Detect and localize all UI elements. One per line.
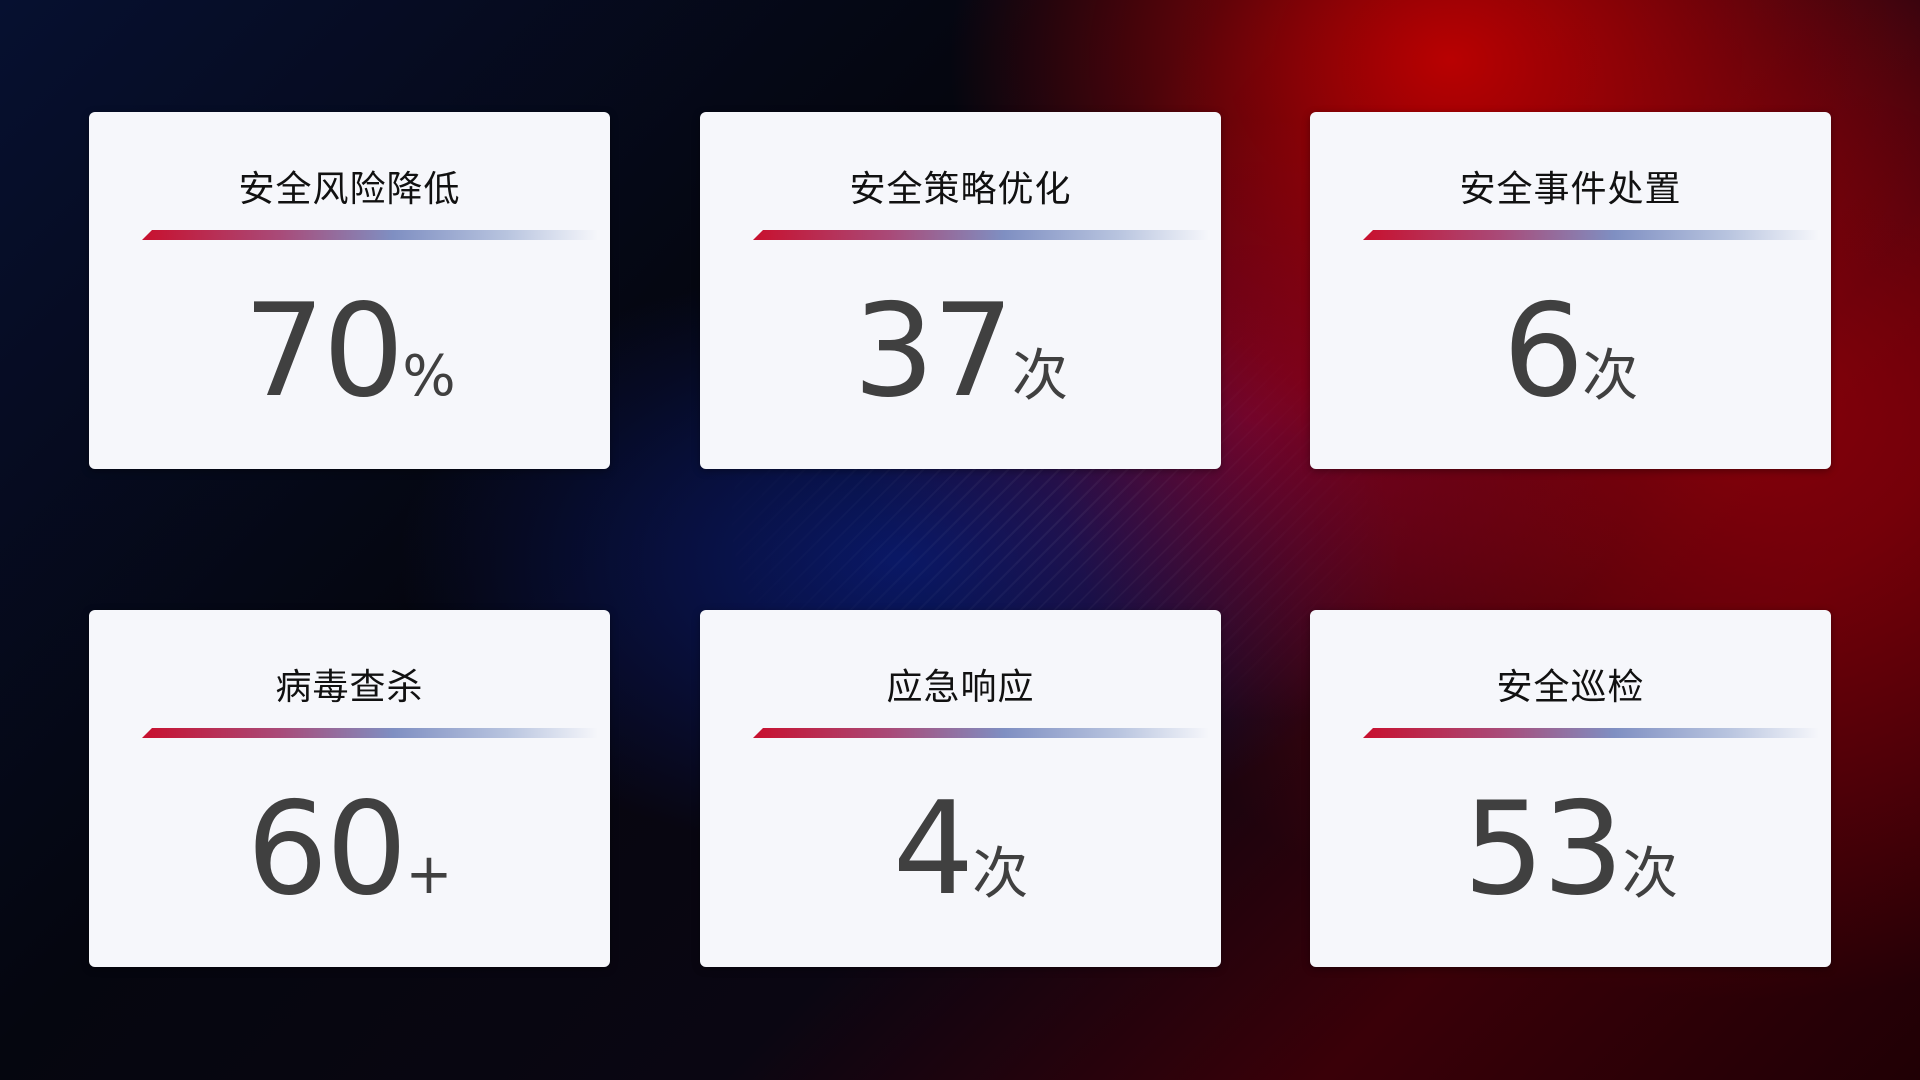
gradient-divider (1363, 230, 1819, 240)
gradient-divider (142, 728, 598, 738)
value-number: 37 (853, 277, 1014, 426)
card-title: 病毒查杀 (275, 667, 424, 708)
stat-card-emergency-response: 应急响应 4次 (700, 610, 1221, 967)
value-number: 70 (243, 277, 404, 426)
value-unit: 次 (972, 842, 1029, 907)
card-value: 4次 (700, 775, 1221, 924)
card-title: 应急响应 (886, 667, 1035, 708)
value-number: 4 (892, 775, 974, 924)
card-title: 安全策略优化 (849, 169, 1072, 210)
card-value: 70% (89, 277, 610, 426)
card-title: 安全事件处置 (1459, 169, 1682, 210)
value-unit: 次 (1011, 344, 1068, 409)
card-value: 6次 (1310, 277, 1831, 426)
value-unit: 次 (1582, 344, 1639, 409)
card-title: 安全巡检 (1496, 667, 1645, 708)
card-value: 60+ (89, 775, 610, 924)
value-number: 6 (1502, 277, 1584, 426)
value-unit: % (402, 344, 456, 409)
gradient-divider (753, 230, 1209, 240)
stat-card-virus-removal: 病毒查杀 60+ (89, 610, 610, 967)
gradient-divider (1363, 728, 1819, 738)
stat-card-policy-optimization: 安全策略优化 37次 (700, 112, 1221, 469)
value-unit: 次 (1621, 842, 1678, 907)
gradient-divider (142, 230, 598, 240)
stat-card-security-patrol: 安全巡检 53次 (1310, 610, 1831, 967)
card-value: 37次 (700, 277, 1221, 426)
gradient-divider (753, 728, 1209, 738)
value-number: 53 (1463, 775, 1624, 924)
value-number: 60 (246, 775, 408, 924)
stat-card-incident-handling: 安全事件处置 6次 (1310, 112, 1831, 469)
card-title: 安全风险降低 (238, 169, 461, 210)
card-value: 53次 (1310, 775, 1831, 924)
value-unit: + (405, 842, 453, 907)
stat-card-risk-reduction: 安全风险降低 70% (89, 112, 610, 469)
